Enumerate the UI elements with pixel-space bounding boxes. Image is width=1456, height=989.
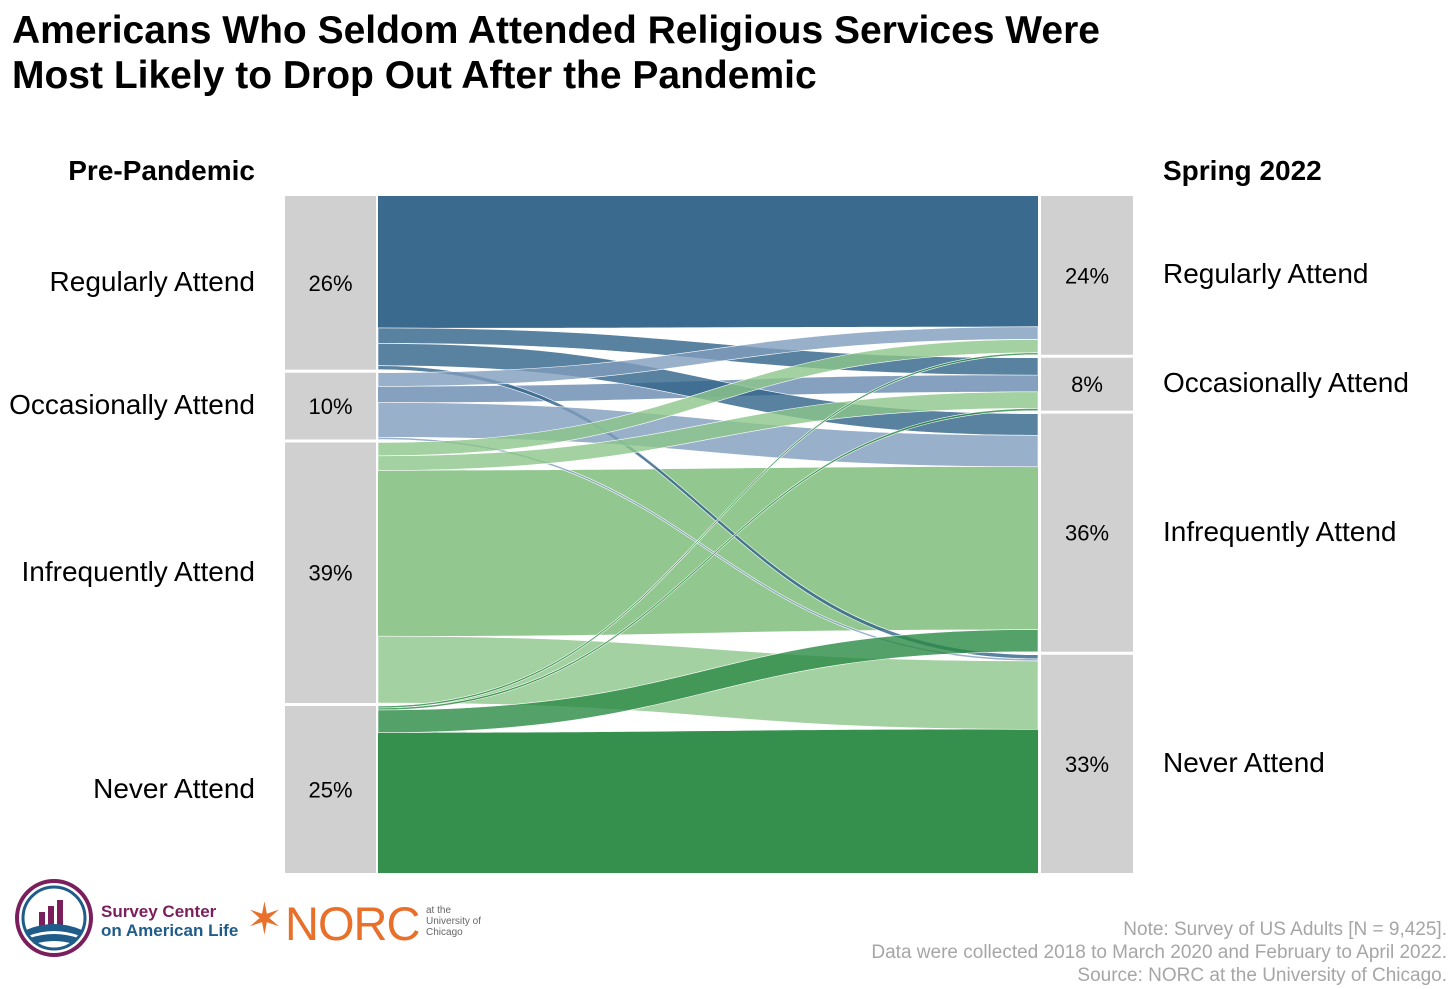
flow-group: [377, 196, 1039, 873]
norc-sub-line2: University of: [426, 916, 482, 927]
left-node-label-0: Regularly Attend: [49, 265, 255, 297]
flow-3-to-0: [377, 352, 1039, 709]
right-node-pct-3: 33%: [1065, 752, 1109, 777]
survey-center-logo: [14, 878, 94, 958]
left-node-label-3: Never Attend: [93, 772, 255, 804]
left-node-box-0: [285, 196, 376, 370]
right-node-label-0: Regularly Attend: [1163, 258, 1369, 290]
note-line1: Note: Survey of US Adults [N = 9,425].: [1123, 919, 1447, 940]
chart-title-line2: Most Likely to Drop Out After the Pandem…: [12, 54, 817, 97]
flow-2-to-2: [378, 466, 1038, 637]
norc-sub-line1: at the: [426, 905, 452, 916]
right-node-box-0: [1041, 196, 1133, 355]
right-node-pct-0: 24%: [1065, 263, 1109, 288]
survey-center-logo-text: Survey Center on American Life: [101, 902, 238, 940]
right-node-label-1: Occasionally Attend: [1163, 367, 1409, 399]
source-note: Note: Survey of US Adults [N = 9,425]. D…: [871, 918, 1447, 987]
left-node-label-1: Occasionally Attend: [9, 389, 255, 421]
right-node-label-2: Infrequently Attend: [1163, 515, 1397, 547]
right-node-box-2: [1041, 413, 1133, 652]
right-node-box-3: [1041, 654, 1133, 873]
flow-3-to-1: [377, 408, 1039, 711]
left-node-label-2: Infrequently Attend: [21, 555, 255, 587]
note-line3: Source: NORC at the University of Chicag…: [1077, 965, 1447, 986]
right-node-pct-1: 8%: [1071, 372, 1103, 397]
note-line2: Data were collected 2018 to March 2020 a…: [871, 942, 1447, 963]
norc-logo-text: NORC: [285, 897, 420, 950]
right-column-header: Spring 2022: [1163, 155, 1322, 186]
norc-sub-line3: Chicago: [426, 927, 463, 938]
flow-3-to-2: [377, 629, 1039, 734]
right-node-pct-2: 36%: [1065, 521, 1109, 546]
flow-3-to-3: [378, 729, 1038, 873]
chart-title: Americans Who Seldom Attended Religious …: [12, 8, 1100, 98]
left-node-box-2: [285, 442, 376, 703]
right-node-box-1: [1041, 357, 1133, 411]
left-node-pct-1: 10%: [308, 394, 352, 419]
left-node-pct-3: 25%: [308, 778, 352, 803]
left-column-header: Pre-Pandemic: [68, 155, 255, 186]
survey-center-line1: Survey Center: [101, 902, 217, 921]
left-node-box-3: [285, 706, 376, 873]
norc-logo-subtext: at the University of Chicago: [426, 905, 481, 938]
flow-0-to-0: [378, 196, 1038, 328]
survey-center-line2: on American Life: [101, 921, 239, 940]
left-node-pct-2: 39%: [308, 561, 352, 586]
left-node-box-1: [285, 372, 376, 440]
left-node-pct-0: 26%: [308, 271, 352, 296]
right-node-label-3: Never Attend: [1163, 746, 1325, 778]
chart-title-line1: Americans Who Seldom Attended Religious …: [12, 9, 1100, 52]
norc-star-icon: ✶: [246, 895, 283, 944]
